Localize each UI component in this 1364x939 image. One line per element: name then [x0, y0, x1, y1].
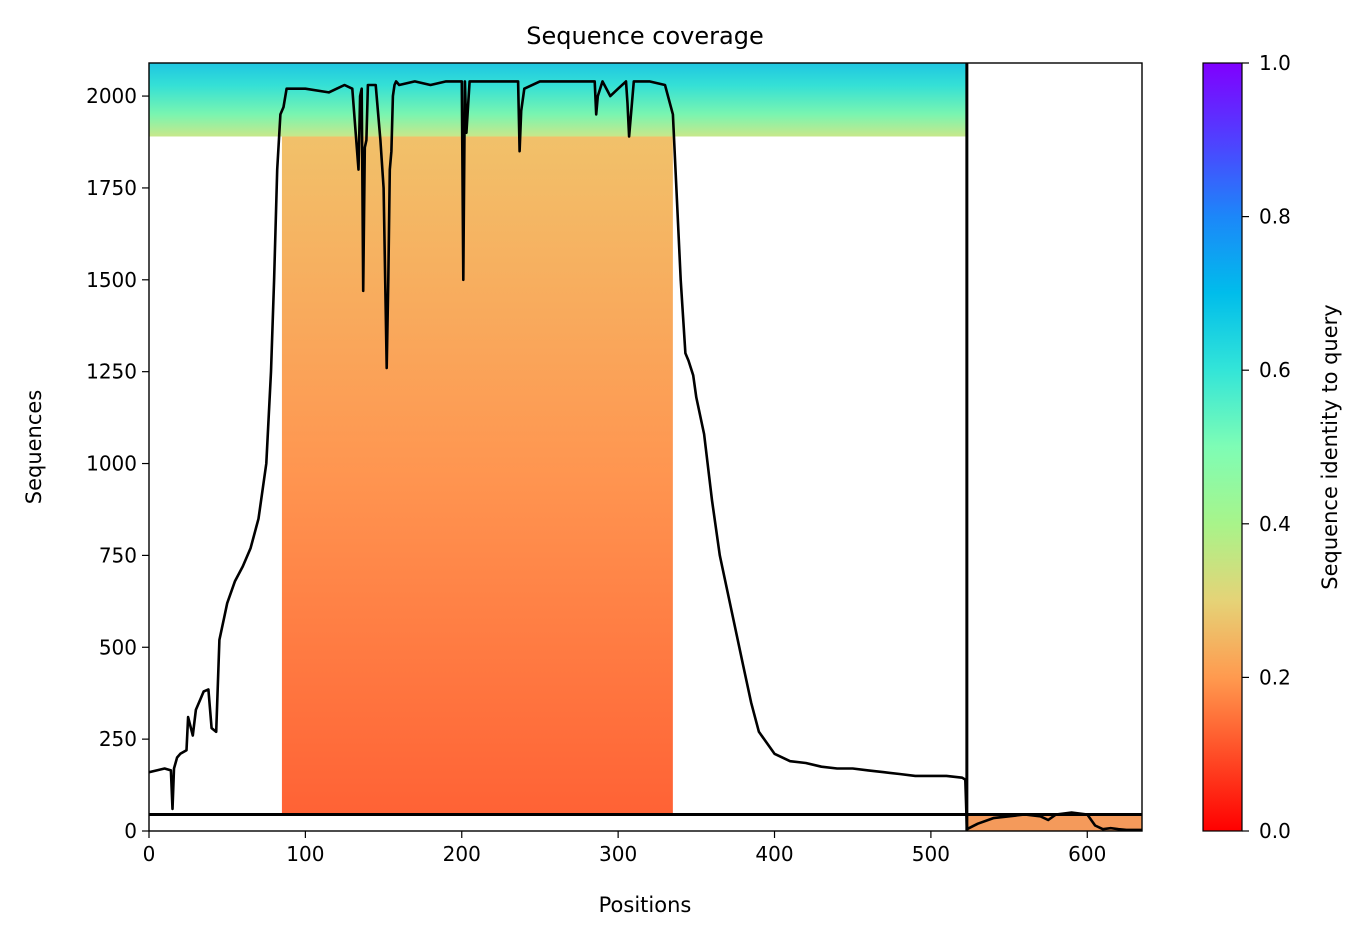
colorbar-tick-label: 0.4 [1259, 512, 1291, 536]
colorbar [1202, 62, 1243, 832]
y-tick-label: 500 [99, 635, 137, 659]
colorbar-label: Sequence identity to query [1318, 304, 1342, 589]
x-tick-label: 500 [912, 842, 950, 866]
x-tick-label: 400 [755, 842, 793, 866]
y-tick-label: 1750 [86, 176, 137, 200]
coverage-block [149, 63, 967, 137]
y-tick-label: 1500 [86, 268, 137, 292]
y-tick-label: 250 [99, 727, 137, 751]
x-tick-label: 200 [443, 842, 481, 866]
colorbar-tick-label: 0.2 [1259, 665, 1291, 689]
colorbar-tick-label: 1.0 [1259, 51, 1291, 75]
coverage-line [149, 80, 1142, 831]
x-axis-label: Positions [599, 893, 692, 917]
colorbar-tick-label: 0.6 [1259, 358, 1291, 382]
coverage-block [281, 136, 673, 815]
colorbar-tick-label: 0.0 [1259, 819, 1291, 843]
y-tick-label: 1000 [86, 452, 137, 476]
colorbar-tick-label: 0.8 [1259, 205, 1291, 229]
y-tick-label: 1250 [86, 360, 137, 384]
x-tick-label: 300 [599, 842, 637, 866]
x-tick-label: 600 [1068, 842, 1106, 866]
y-tick-label: 2000 [86, 84, 137, 108]
y-tick-label: 0 [124, 819, 137, 843]
y-axis-label: Sequences [22, 390, 46, 505]
plot-frame [148, 62, 1143, 832]
x-tick-label: 0 [143, 842, 156, 866]
chart-title: Sequence coverage [526, 22, 763, 50]
x-tick-label: 100 [286, 842, 324, 866]
y-tick-label: 750 [99, 543, 137, 567]
